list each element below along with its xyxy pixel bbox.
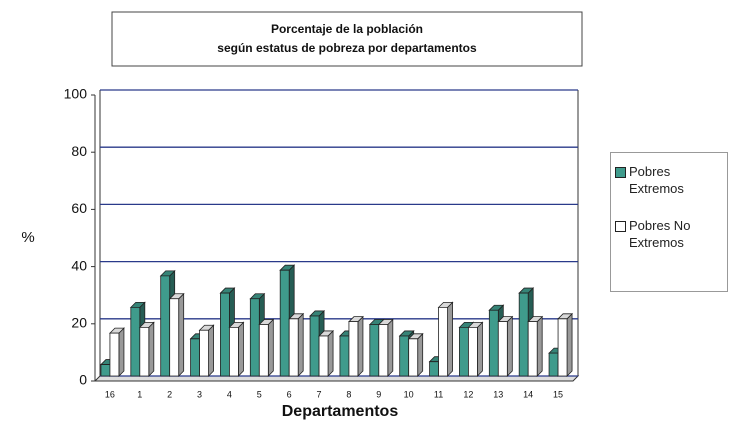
- legend-label: Pobres No Extremos: [629, 218, 691, 250]
- x-tick-label: 11: [434, 389, 443, 399]
- y-tick-label: 0: [79, 372, 87, 388]
- y-tick-label: 100: [64, 86, 88, 102]
- x-tick-label: 7: [317, 389, 322, 399]
- chart-title: según estatus de pobreza por departament…: [217, 41, 477, 55]
- y-tick-label: 80: [71, 143, 87, 159]
- bar: [467, 321, 484, 377]
- bar: [198, 324, 215, 377]
- x-tick-label: 15: [553, 389, 563, 399]
- y-tick-label: 20: [71, 315, 87, 331]
- x-tick-label: 9: [376, 389, 381, 399]
- x-tick-label: 4: [227, 389, 232, 399]
- bar: [497, 315, 514, 377]
- x-tick-label: 10: [404, 389, 414, 399]
- y-tick-label: 60: [71, 200, 87, 216]
- bar: [138, 321, 155, 377]
- legend-swatch: [615, 221, 626, 232]
- bar: [228, 321, 245, 377]
- chart-title: Porcentaje de la población: [271, 22, 423, 36]
- legend-item: Pobres No Extremos: [615, 217, 723, 251]
- legend-swatch: [615, 167, 626, 178]
- legend-item: Pobres Extremos: [615, 163, 723, 197]
- bar: [437, 301, 454, 377]
- bar: [407, 332, 424, 377]
- x-tick-label: 5: [257, 389, 262, 399]
- floor: [93, 375, 580, 382]
- x-tick-label: 1: [137, 389, 142, 399]
- title-box: [111, 11, 583, 67]
- x-tick-label: 16: [105, 389, 115, 399]
- y-tick-label: 40: [71, 257, 87, 273]
- x-tick-label: 3: [197, 389, 202, 399]
- bar: [318, 329, 335, 377]
- x-tick-label: 6: [287, 389, 292, 399]
- bar: [168, 292, 185, 377]
- x-tick-label: 2: [167, 389, 172, 399]
- x-tick-label: 14: [523, 389, 533, 399]
- x-tick-label: 8: [346, 389, 351, 399]
- bar: [108, 327, 125, 377]
- bar: [557, 312, 574, 377]
- x-tick-label: 12: [463, 389, 473, 399]
- bar: [288, 312, 305, 377]
- legend-label: Pobres Extremos: [629, 164, 684, 196]
- legend: Pobres Extremos Pobres No Extremos: [610, 152, 728, 292]
- bar: [377, 318, 394, 377]
- y-axis-label: %: [21, 229, 34, 246]
- bar: [527, 315, 544, 377]
- x-axis-label: Departamentos: [282, 403, 399, 420]
- x-tick-label: 13: [493, 389, 503, 399]
- bar: [347, 315, 364, 377]
- bar: [258, 318, 275, 377]
